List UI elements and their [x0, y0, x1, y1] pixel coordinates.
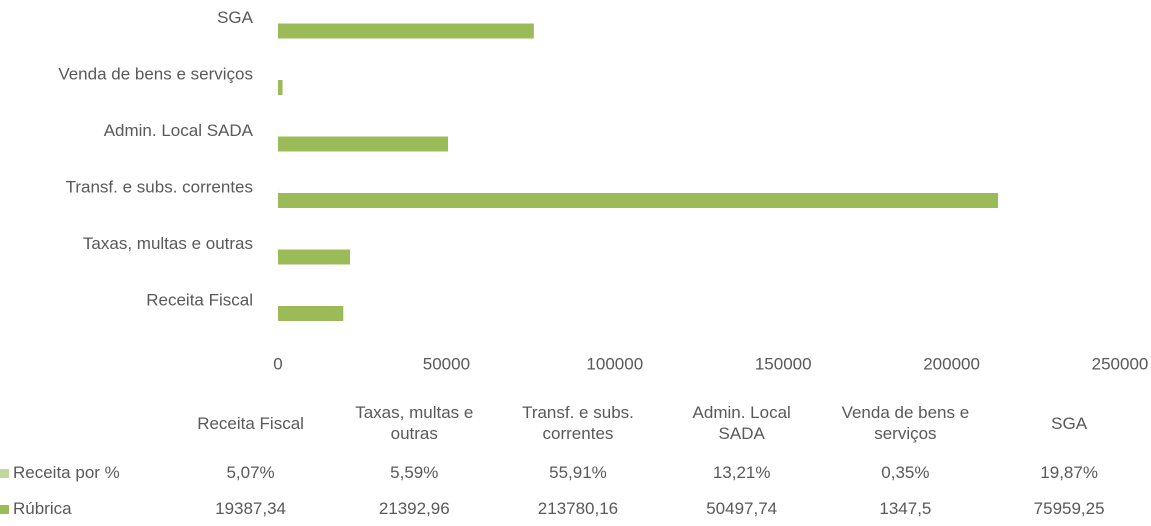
legend-key: [0, 469, 9, 478]
y-tick-label: Receita Fiscal: [146, 290, 253, 309]
x-tick-label: 100000: [586, 354, 643, 373]
column-header: Venda de bens e serviços: [824, 392, 988, 454]
bar: [278, 306, 343, 321]
x-tick-label: 200000: [923, 354, 980, 373]
x-tick-label: 0: [273, 354, 282, 373]
table-value: 21392,96: [332, 490, 496, 526]
bar: [278, 80, 283, 95]
y-tick-label: SGA: [217, 8, 254, 27]
x-tick-label: 150000: [755, 354, 812, 373]
legend-key: [0, 505, 9, 514]
column-header: SGA: [987, 392, 1151, 454]
table-value: 19387,34: [169, 490, 333, 526]
series-row: Receita por % 5,07%5,59%55,91%13,21%0,35%…: [0, 454, 1151, 490]
table-value: 1347,5: [824, 490, 988, 526]
table-value: 0,35%: [824, 454, 988, 490]
bar: [278, 250, 350, 265]
table-value: 50497,74: [660, 490, 824, 526]
bar: [278, 193, 998, 208]
table-value: 5,07%: [169, 454, 333, 490]
series-label: Receita por %: [0, 454, 169, 490]
table-value: 5,59%: [332, 454, 496, 490]
legend-label: Rúbrica: [13, 499, 72, 518]
x-tick-label: 250000: [1092, 354, 1149, 373]
column-header: Admin. Local SADA: [660, 392, 824, 454]
series-label: Rúbrica: [0, 490, 169, 526]
y-tick-label: Taxas, multas e outras: [83, 234, 253, 253]
corner-cell: [0, 392, 169, 454]
bar: [278, 24, 534, 39]
column-header: Transf. e subs. correntes: [496, 392, 660, 454]
y-tick-label: Admin. Local SADA: [104, 121, 254, 140]
column-header: Receita Fiscal: [169, 392, 333, 454]
chart: 0 50000 100000 150000 200000 250000 Receita Fi…: [0, 0, 1151, 392]
column-header: Taxas, multas e outras: [332, 392, 496, 454]
x-tick-label: 50000: [423, 354, 470, 373]
table-value: 75959,25: [987, 490, 1151, 526]
table-value: 55,91%: [496, 454, 660, 490]
bar: [278, 137, 448, 152]
legend-label: Receita por %: [13, 463, 120, 482]
table-value: 19,87%: [987, 454, 1151, 490]
y-tick-label: Transf. e subs. correntes: [66, 177, 253, 196]
table-value: 213780,16: [496, 490, 660, 526]
table-value: 13,21%: [660, 454, 824, 490]
y-tick-label: Venda de bens e serviços: [58, 64, 253, 83]
